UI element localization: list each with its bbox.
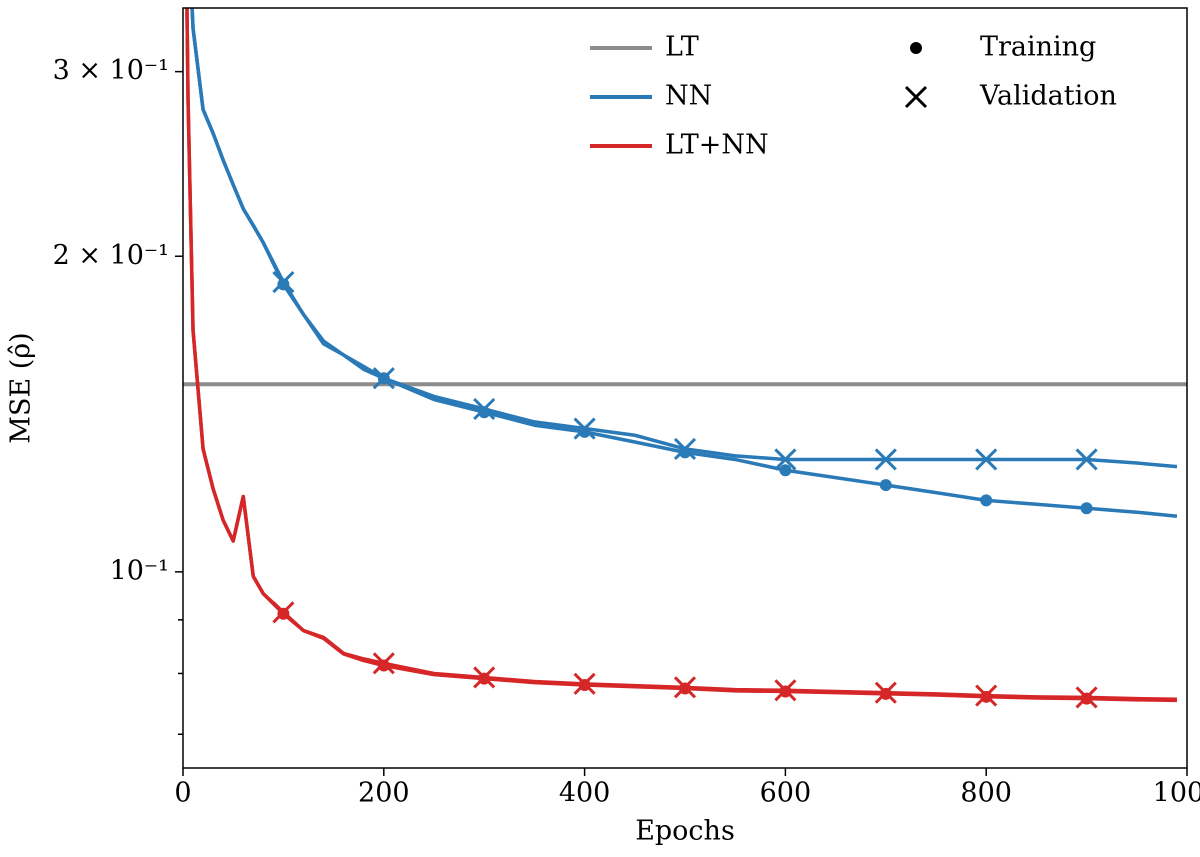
validation-marker — [272, 270, 295, 294]
training-marker — [980, 494, 993, 507]
x-axis-label: Epochs — [635, 816, 735, 847]
series-line — [185, 8, 1177, 701]
x-tick-label: 200 — [358, 778, 410, 809]
validation-marker — [874, 448, 897, 471]
validation-marker — [372, 652, 395, 675]
legend-label: LT — [665, 32, 699, 63]
validation-marker — [975, 684, 998, 707]
validation-marker — [975, 448, 998, 471]
legend-marker — [904, 85, 928, 109]
validation-marker — [473, 397, 496, 421]
x-tick-label: 800 — [960, 778, 1012, 809]
y-axis-label: MSE (ρ̂) — [6, 332, 37, 443]
y-tick-label: 3 × 10⁻¹ — [53, 55, 169, 86]
y-tick-label: 2 × 10⁻¹ — [53, 240, 169, 271]
validation-marker — [573, 672, 596, 695]
legend-label: Validation — [979, 81, 1117, 112]
x-tick-label: 0 — [174, 778, 191, 809]
x-tick-label: 600 — [760, 778, 812, 809]
plot-frame — [182, 7, 1188, 769]
validation-marker — [774, 448, 797, 471]
validation-marker — [673, 437, 697, 460]
plot-area — [183, 8, 1187, 709]
series-line — [190, 8, 1178, 469]
series-line — [190, 8, 1178, 518]
training-marker — [1080, 502, 1093, 515]
validation-marker — [573, 417, 596, 440]
x-tick-label: 400 — [559, 778, 611, 809]
training-marker — [879, 479, 892, 492]
legend-marker — [910, 42, 922, 54]
legend-label: NN — [665, 81, 712, 112]
validation-marker — [473, 666, 496, 689]
legend-label: Training — [980, 32, 1096, 63]
x-tick-label: 1000 — [1153, 778, 1200, 809]
validation-marker — [372, 367, 395, 390]
y-tick-label: 10⁻¹ — [110, 555, 169, 586]
validation-marker — [1075, 448, 1098, 471]
validation-marker — [874, 681, 897, 704]
validation-marker — [774, 679, 797, 702]
validation-marker — [1075, 686, 1098, 709]
validation-marker — [673, 676, 697, 699]
training-marker — [779, 464, 792, 477]
validation-marker — [272, 601, 295, 624]
legend-label: LT+NN — [665, 130, 769, 161]
